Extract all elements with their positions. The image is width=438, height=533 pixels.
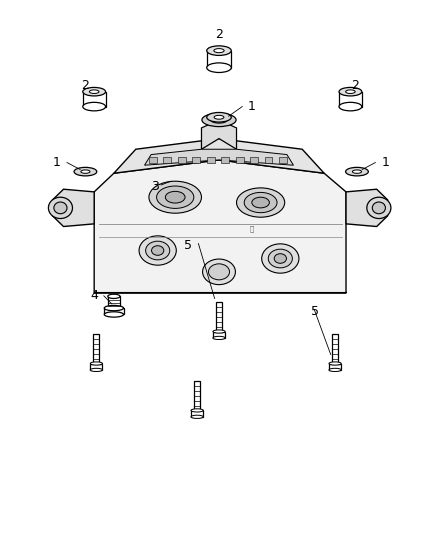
- Ellipse shape: [83, 87, 106, 96]
- Ellipse shape: [83, 102, 106, 111]
- Bar: [207, 157, 215, 163]
- Ellipse shape: [346, 167, 368, 176]
- Ellipse shape: [89, 90, 99, 93]
- Text: Ⓡ: Ⓡ: [250, 226, 254, 232]
- Ellipse shape: [252, 197, 269, 208]
- Text: 5: 5: [311, 305, 319, 318]
- Polygon shape: [145, 149, 293, 165]
- Bar: [329, 364, 341, 370]
- Bar: [83, 92, 106, 107]
- Ellipse shape: [339, 87, 362, 96]
- Ellipse shape: [329, 362, 341, 365]
- Bar: [93, 334, 99, 364]
- Bar: [104, 308, 124, 314]
- Bar: [192, 157, 200, 163]
- Ellipse shape: [353, 170, 361, 173]
- Ellipse shape: [149, 181, 201, 213]
- Ellipse shape: [54, 202, 67, 214]
- Ellipse shape: [104, 305, 124, 311]
- Ellipse shape: [191, 415, 203, 418]
- Bar: [216, 302, 222, 332]
- Ellipse shape: [211, 117, 227, 123]
- Bar: [279, 157, 287, 163]
- Ellipse shape: [48, 197, 73, 219]
- Bar: [191, 410, 203, 417]
- Text: 1: 1: [381, 156, 389, 169]
- Polygon shape: [201, 120, 237, 149]
- Bar: [108, 296, 120, 308]
- Ellipse shape: [157, 186, 194, 208]
- Bar: [149, 157, 157, 163]
- Text: 5: 5: [184, 239, 192, 252]
- Text: 3: 3: [152, 180, 159, 193]
- Bar: [194, 381, 200, 410]
- Ellipse shape: [207, 112, 231, 122]
- Polygon shape: [114, 139, 324, 173]
- Polygon shape: [94, 160, 346, 293]
- Bar: [207, 51, 231, 68]
- Ellipse shape: [191, 409, 203, 412]
- Ellipse shape: [145, 241, 170, 260]
- Ellipse shape: [74, 167, 97, 176]
- Polygon shape: [53, 189, 94, 227]
- Bar: [250, 157, 258, 163]
- Bar: [178, 157, 186, 163]
- Ellipse shape: [261, 244, 299, 273]
- Ellipse shape: [207, 63, 231, 72]
- Ellipse shape: [244, 192, 277, 213]
- Ellipse shape: [90, 362, 102, 365]
- Ellipse shape: [152, 246, 164, 255]
- Ellipse shape: [214, 115, 224, 119]
- Ellipse shape: [202, 114, 236, 127]
- Ellipse shape: [329, 368, 341, 372]
- Bar: [213, 332, 225, 338]
- Text: 1: 1: [53, 156, 61, 169]
- Text: 1: 1: [248, 100, 256, 113]
- Ellipse shape: [372, 202, 385, 214]
- Ellipse shape: [166, 191, 185, 203]
- Bar: [163, 157, 171, 163]
- Ellipse shape: [108, 294, 120, 298]
- Polygon shape: [346, 189, 388, 227]
- Ellipse shape: [104, 312, 124, 317]
- Ellipse shape: [237, 188, 285, 217]
- Ellipse shape: [139, 236, 176, 265]
- Bar: [265, 157, 272, 163]
- Ellipse shape: [346, 90, 355, 93]
- Ellipse shape: [367, 197, 391, 219]
- Ellipse shape: [208, 264, 230, 280]
- Ellipse shape: [339, 102, 362, 111]
- Ellipse shape: [213, 330, 225, 333]
- Text: 2: 2: [351, 79, 359, 92]
- Ellipse shape: [268, 249, 293, 268]
- Text: 2: 2: [81, 79, 89, 92]
- Bar: [90, 364, 102, 370]
- Ellipse shape: [202, 259, 236, 285]
- Bar: [236, 157, 244, 163]
- Ellipse shape: [274, 254, 286, 263]
- Ellipse shape: [81, 170, 90, 173]
- Text: 2: 2: [215, 28, 223, 41]
- Ellipse shape: [207, 46, 231, 55]
- Text: 4: 4: [90, 289, 98, 302]
- Ellipse shape: [213, 336, 225, 340]
- Bar: [221, 157, 229, 163]
- Ellipse shape: [214, 49, 224, 53]
- Bar: [332, 334, 338, 364]
- Bar: [339, 92, 362, 107]
- Ellipse shape: [90, 368, 102, 372]
